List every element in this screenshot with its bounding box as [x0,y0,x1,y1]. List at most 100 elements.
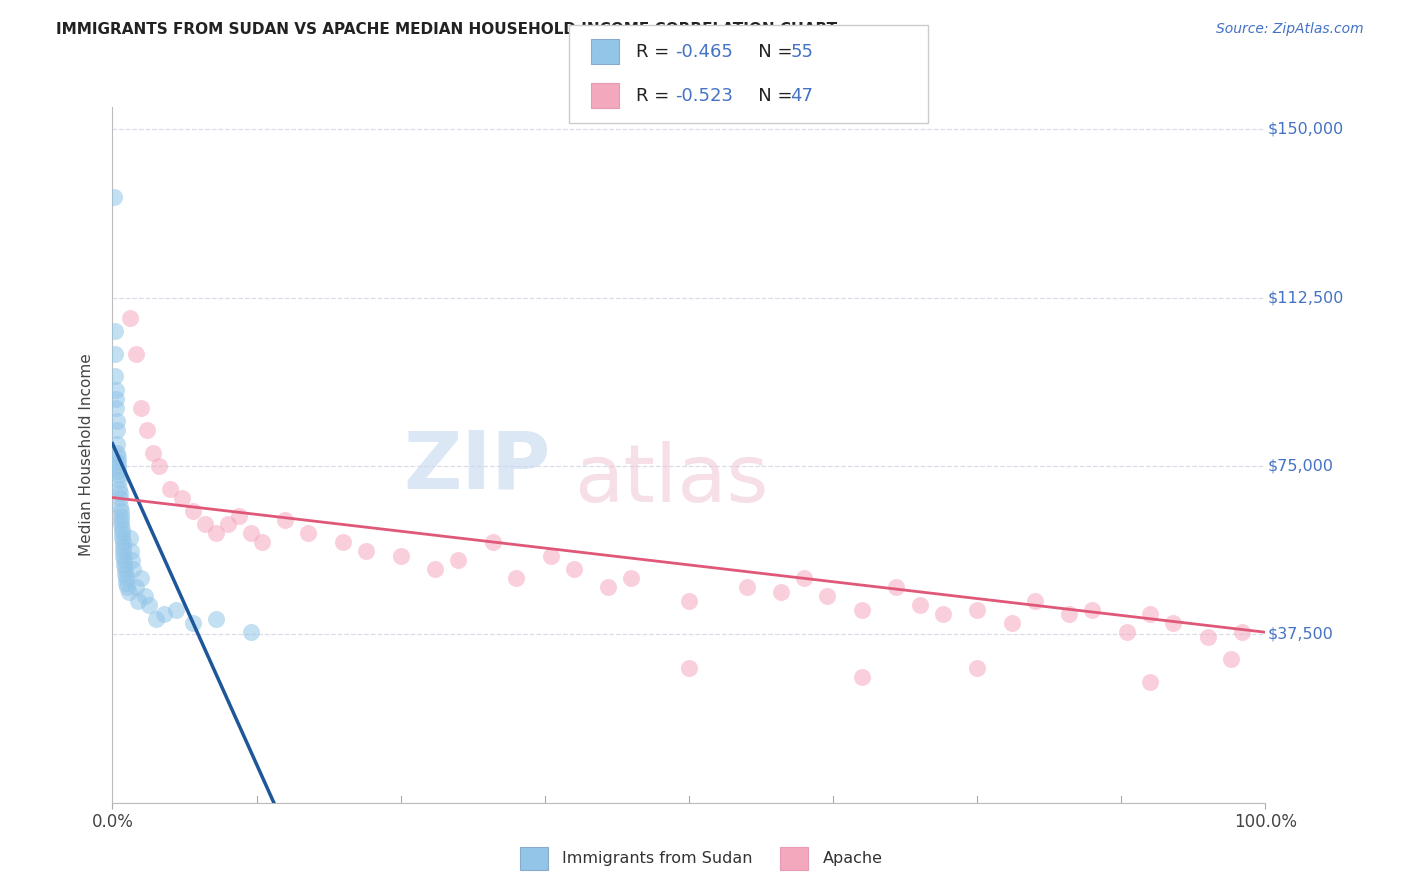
Point [108,482,131,496]
Point [562,562,585,576]
Y-axis label: Median Household Income: Median Household Income [79,353,94,557]
Text: $150,000: $150,000 [1268,122,1344,137]
Text: R =: R = [636,87,675,105]
Point [482,535,505,549]
Point [735,580,758,594]
Text: Immigrants from Sudan: Immigrants from Sudan [562,851,752,865]
Point [425,562,447,576]
Point [966,661,988,675]
Point [181,616,204,631]
Point [114,566,136,581]
Point [105,414,128,428]
Point [1059,607,1081,622]
Point [447,553,470,567]
Point [678,661,700,675]
Point [112,549,135,563]
Point [851,670,873,684]
Point [217,517,239,532]
Point [145,612,167,626]
Point [124,347,146,361]
Point [112,544,135,558]
Text: Source: ZipAtlas.com: Source: ZipAtlas.com [1216,22,1364,37]
Point [908,599,931,613]
Point [1081,603,1104,617]
Point [205,612,228,626]
Point [1161,616,1184,631]
Point [107,450,129,465]
Point [122,562,145,576]
Point [111,522,134,536]
Text: $75,000: $75,000 [1268,458,1334,474]
Point [110,513,132,527]
Point [138,599,160,613]
Point [620,571,643,585]
Point [134,590,156,604]
Text: -0.523: -0.523 [675,87,733,105]
Point [1116,625,1139,640]
Point [108,491,131,505]
Point [111,535,134,549]
Point [1219,652,1241,666]
Point [170,491,193,505]
Point [107,455,129,469]
Point [118,531,141,545]
Point [110,504,132,518]
Point [108,473,131,487]
Text: Apache: Apache [823,851,883,865]
Point [148,459,170,474]
Point [105,423,128,437]
Text: atlas: atlas [574,441,768,518]
Point [104,347,127,361]
Point [332,535,354,549]
Point [297,526,319,541]
Point [815,590,838,604]
Point [114,571,136,585]
Point [110,508,132,523]
Point [115,575,138,590]
Text: ZIP: ZIP [404,427,551,505]
Point [127,594,149,608]
Point [228,508,250,523]
Point [107,464,129,478]
Point [1024,594,1046,608]
Point [389,549,412,563]
Text: -0.465: -0.465 [675,43,733,61]
Point [274,513,297,527]
Point [1139,607,1161,622]
Point [112,558,135,572]
Point [1232,625,1254,640]
Point [103,325,125,339]
Point [124,580,146,594]
Point [239,526,262,541]
Point [105,436,128,450]
Point [165,603,187,617]
Point [1001,616,1024,631]
Point [111,540,134,554]
Point [104,383,127,397]
Point [252,535,274,549]
Point [159,482,181,496]
Point [108,486,131,500]
Point [886,580,908,594]
Point [931,607,953,622]
Point [181,504,204,518]
Point [121,553,143,567]
Point [105,401,128,415]
Point [851,603,873,617]
Point [117,580,139,594]
Text: N =: N = [741,87,799,105]
Point [103,190,125,204]
Point [194,517,217,532]
Point [205,526,228,541]
Point [110,517,132,532]
Text: N =: N = [741,43,799,61]
Point [1139,674,1161,689]
Text: IMMIGRANTS FROM SUDAN VS APACHE MEDIAN HOUSEHOLD INCOME CORRELATION CHART: IMMIGRANTS FROM SUDAN VS APACHE MEDIAN H… [56,22,838,37]
Point [104,392,127,406]
Point [793,571,815,585]
Point [107,459,129,474]
Point [104,369,127,384]
Point [105,445,128,459]
Point [120,544,142,558]
Point [108,468,131,483]
